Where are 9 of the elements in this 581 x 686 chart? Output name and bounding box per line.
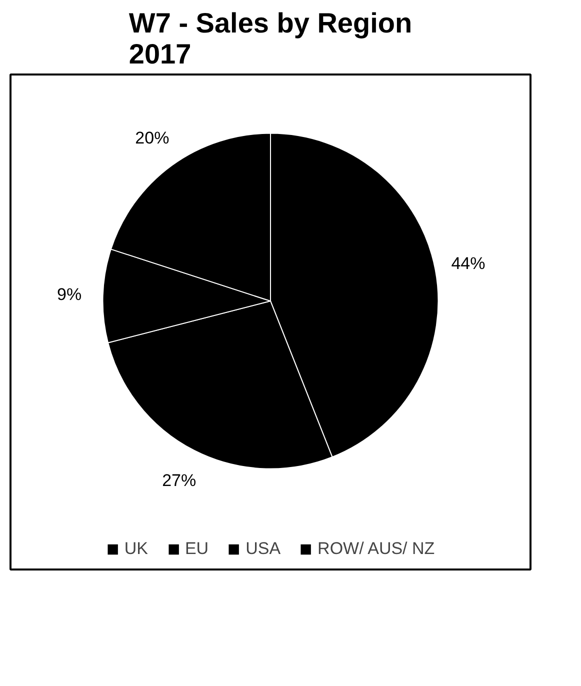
legend-label: UK <box>124 539 148 559</box>
data-label: 44% <box>451 254 486 273</box>
chart-title: W7 - Sales by Region 2017 <box>128 8 412 70</box>
legend-label: EU <box>184 539 209 559</box>
legend-label: USA <box>246 539 281 559</box>
data-label: 9% <box>57 285 82 304</box>
data-label: 20% <box>135 128 170 148</box>
data-label: 27% <box>162 470 196 490</box>
legend-label: ROW/ AUS/ NZ <box>318 539 435 559</box>
